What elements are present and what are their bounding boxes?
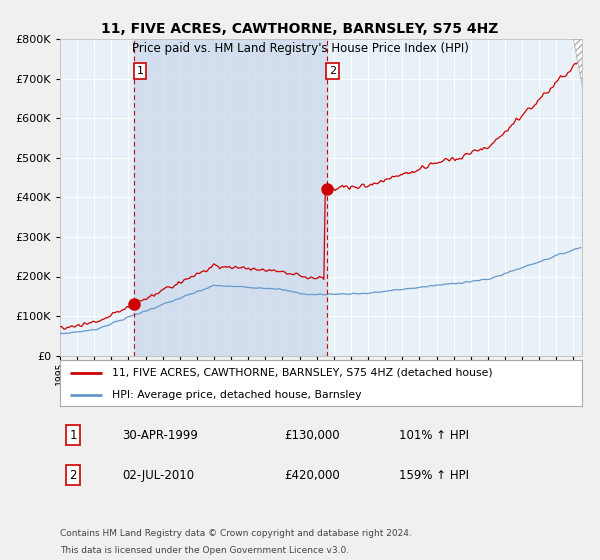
Text: £420,000: £420,000 [284, 469, 340, 482]
Text: 2: 2 [329, 66, 337, 76]
Text: 159% ↑ HPI: 159% ↑ HPI [400, 469, 469, 482]
Text: 101% ↑ HPI: 101% ↑ HPI [400, 428, 469, 442]
Text: 11, FIVE ACRES, CAWTHORNE, BARNSLEY, S75 4HZ (detached house): 11, FIVE ACRES, CAWTHORNE, BARNSLEY, S75… [112, 368, 493, 378]
Text: 1: 1 [70, 428, 77, 442]
Text: 02-JUL-2010: 02-JUL-2010 [122, 469, 195, 482]
Text: £130,000: £130,000 [284, 428, 340, 442]
Text: 2: 2 [70, 469, 77, 482]
Text: This data is licensed under the Open Government Licence v3.0.: This data is licensed under the Open Gov… [60, 546, 349, 555]
Bar [134, 39, 326, 356]
Text: HPI: Average price, detached house, Barnsley: HPI: Average price, detached house, Barn… [112, 390, 362, 399]
Text: 11, FIVE ACRES, CAWTHORNE, BARNSLEY, S75 4HZ: 11, FIVE ACRES, CAWTHORNE, BARNSLEY, S75… [101, 22, 499, 36]
Text: Price paid vs. HM Land Registry's House Price Index (HPI): Price paid vs. HM Land Registry's House … [131, 42, 469, 55]
Text: Contains HM Land Registry data © Crown copyright and database right 2024.: Contains HM Land Registry data © Crown c… [60, 529, 412, 538]
Text: 30-APR-1999: 30-APR-1999 [122, 428, 199, 442]
Polygon shape [574, 39, 582, 87]
Text: 1: 1 [137, 66, 143, 76]
